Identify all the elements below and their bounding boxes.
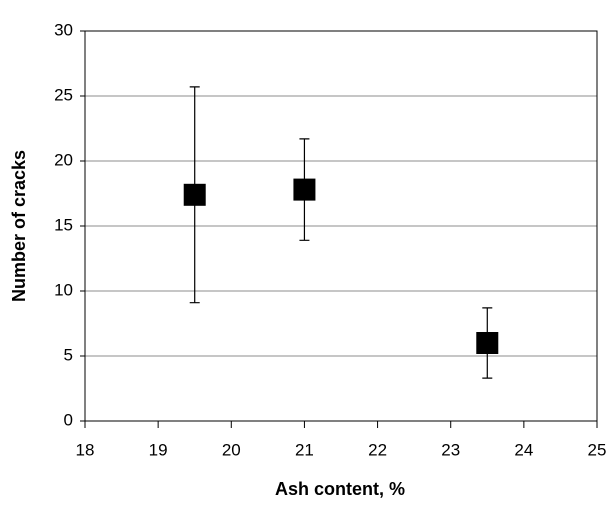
plot-frame bbox=[84, 30, 598, 422]
x-axis-title: Ash content, % bbox=[275, 479, 405, 499]
y-tick-label: 15 bbox=[54, 215, 73, 234]
y-tick-label: 25 bbox=[54, 85, 73, 104]
x-tick-label: 23 bbox=[441, 440, 460, 459]
x-tick-label: 22 bbox=[368, 440, 387, 459]
x-tick-label: 24 bbox=[514, 440, 533, 459]
y-tick-label: 0 bbox=[64, 410, 73, 429]
marker bbox=[476, 332, 499, 354]
y-tick-label: 5 bbox=[64, 345, 73, 364]
x-tick-label: 19 bbox=[149, 440, 168, 459]
x-tick-label: 20 bbox=[222, 440, 241, 459]
y-tick-label: 20 bbox=[54, 150, 73, 169]
x-tick-label: 21 bbox=[295, 440, 314, 459]
y-tick-label: 30 bbox=[54, 20, 73, 39]
x-tick-label: 25 bbox=[588, 440, 607, 459]
marker bbox=[293, 178, 316, 201]
y-tick-label: 10 bbox=[54, 280, 73, 299]
x-tick-label: 18 bbox=[76, 440, 95, 459]
y-axis-title: Number of cracks bbox=[9, 150, 29, 302]
marker bbox=[183, 183, 206, 206]
